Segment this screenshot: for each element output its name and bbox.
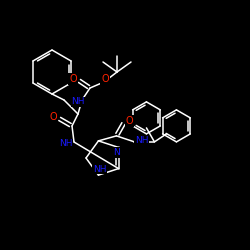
Text: NH: NH [71,98,85,106]
Text: NH: NH [59,140,73,148]
Text: NH: NH [135,136,148,145]
Text: O: O [69,74,77,84]
Text: O: O [49,112,57,122]
Text: N: N [113,148,120,157]
Text: O: O [101,74,109,84]
Text: NH: NH [93,164,106,173]
Text: O: O [126,116,133,126]
